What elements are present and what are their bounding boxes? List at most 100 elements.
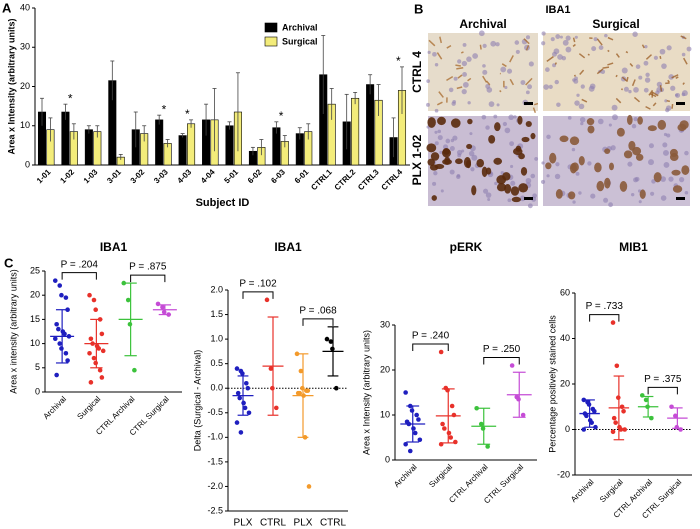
nucleus	[666, 45, 672, 51]
nucleus	[530, 173, 536, 179]
data-point	[93, 360, 98, 366]
y-tick-label: 30	[380, 319, 390, 329]
nucleus	[578, 191, 582, 195]
nucleus	[546, 134, 551, 140]
cell	[572, 37, 576, 43]
y-tick-label: 0	[385, 454, 390, 464]
cell	[496, 183, 507, 192]
data-point	[244, 381, 249, 386]
cell	[671, 74, 679, 79]
cell	[573, 74, 576, 77]
nucleus	[621, 67, 628, 74]
nucleus	[562, 39, 569, 46]
data-point	[610, 429, 616, 435]
nucleus	[630, 192, 635, 197]
nucleus	[434, 108, 439, 113]
cell	[504, 184, 512, 194]
nucleus	[663, 162, 670, 168]
cell	[482, 75, 488, 83]
cell	[534, 102, 539, 106]
data-point	[161, 309, 167, 315]
significance-marker: *	[185, 107, 190, 121]
cell	[499, 90, 502, 93]
cell	[568, 191, 576, 200]
nucleus	[648, 159, 654, 166]
data-point	[52, 278, 58, 283]
nucleus	[684, 150, 689, 156]
cell	[427, 158, 435, 166]
nucleus	[663, 132, 668, 137]
cell	[579, 69, 585, 75]
nucleus	[457, 59, 462, 64]
chart-title: IBA1	[274, 240, 302, 254]
nucleus	[686, 46, 692, 52]
comparison-bracket	[483, 357, 520, 365]
nucleus	[482, 43, 487, 49]
nucleus	[510, 180, 516, 186]
data-point	[93, 307, 98, 313]
cell	[671, 103, 674, 109]
cell	[596, 180, 605, 192]
nucleus	[427, 50, 431, 54]
cell	[460, 51, 464, 54]
cell	[493, 157, 503, 165]
cell	[428, 39, 436, 47]
nucleus	[470, 167, 475, 172]
x-tick-label: CTRL	[320, 518, 347, 529]
cell	[626, 76, 629, 82]
cell	[431, 195, 437, 201]
cell	[436, 52, 443, 60]
nucleus	[665, 107, 670, 113]
cell	[649, 93, 657, 98]
data-point	[324, 336, 330, 342]
cell	[659, 85, 663, 92]
cell	[485, 167, 492, 175]
nucleus	[591, 46, 597, 52]
cell	[518, 183, 529, 193]
bar	[61, 111, 70, 166]
data-point	[453, 439, 458, 445]
data-point	[88, 380, 94, 385]
significance-marker: *	[279, 109, 284, 123]
nucleus	[557, 54, 563, 60]
nucleus	[488, 101, 495, 107]
cell	[607, 36, 614, 41]
data-point	[297, 390, 303, 396]
data-point	[238, 430, 244, 435]
cell	[518, 153, 525, 160]
nucleus	[485, 192, 492, 198]
data-point	[673, 413, 678, 419]
nucleus	[466, 56, 472, 62]
y-tick-label: 15	[30, 314, 40, 324]
y-tick-label: 20	[560, 378, 570, 388]
nucleus	[648, 143, 654, 149]
cell	[667, 79, 670, 83]
nucleus	[469, 132, 473, 136]
nucleus	[462, 42, 467, 47]
nucleus	[593, 37, 598, 42]
p-value: P = .875	[129, 262, 167, 273]
data-point	[54, 372, 59, 378]
cell	[621, 76, 627, 82]
nucleus	[507, 198, 512, 203]
cell	[559, 135, 569, 143]
y-tick-label: 0	[35, 386, 40, 396]
nucleus	[456, 174, 461, 178]
cell	[457, 74, 463, 79]
nucleus	[684, 190, 689, 195]
significance-marker: *	[396, 54, 401, 68]
data-point	[57, 341, 63, 346]
nucleus	[527, 84, 533, 90]
cell	[455, 64, 461, 67]
nucleus	[666, 133, 671, 138]
x-tick-label: Archival	[569, 477, 596, 504]
data-point	[99, 375, 105, 380]
nucleus	[668, 176, 674, 182]
data-point	[246, 410, 252, 416]
nucleus	[486, 87, 493, 93]
data-point	[242, 405, 248, 411]
data-point	[241, 400, 246, 406]
nucleus	[515, 49, 520, 54]
nucleus	[462, 81, 469, 88]
nucleus	[623, 86, 629, 92]
